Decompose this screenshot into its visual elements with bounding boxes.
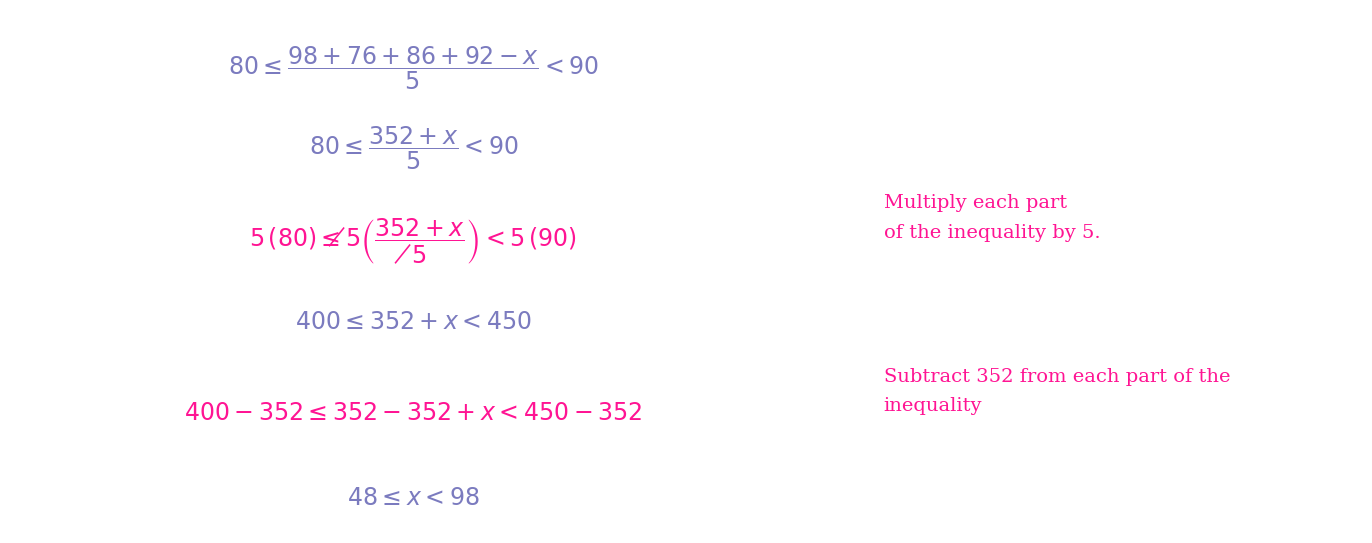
- Text: $80 \leq \dfrac{98+76+86+92-x}{5} < 90$: $80 \leq \dfrac{98+76+86+92-x}{5} < 90$: [228, 45, 600, 92]
- Text: $400 \leq 352 + x < 450$: $400 \leq 352 + x < 450$: [295, 311, 531, 334]
- Text: Subtract 352 from each part of the
inequality: Subtract 352 from each part of the inequ…: [884, 368, 1231, 415]
- Text: $400-352 \leq 352-352+x < 450-352$: $400-352 \leq 352-352+x < 450-352$: [184, 402, 642, 425]
- Text: Multiply each part
of the inequality by 5.: Multiply each part of the inequality by …: [884, 194, 1100, 242]
- Text: $5\,(80) \leq \not{5}\left(\dfrac{352+x}{\not{5}}\right) < 5\,(90)$: $5\,(80) \leq \not{5}\left(\dfrac{352+x}…: [250, 217, 578, 267]
- Text: $80 \leq \dfrac{352+x}{5} < 90$: $80 \leq \dfrac{352+x}{5} < 90$: [309, 125, 519, 172]
- Text: $48 \leq x < 98$: $48 \leq x < 98$: [347, 487, 480, 510]
